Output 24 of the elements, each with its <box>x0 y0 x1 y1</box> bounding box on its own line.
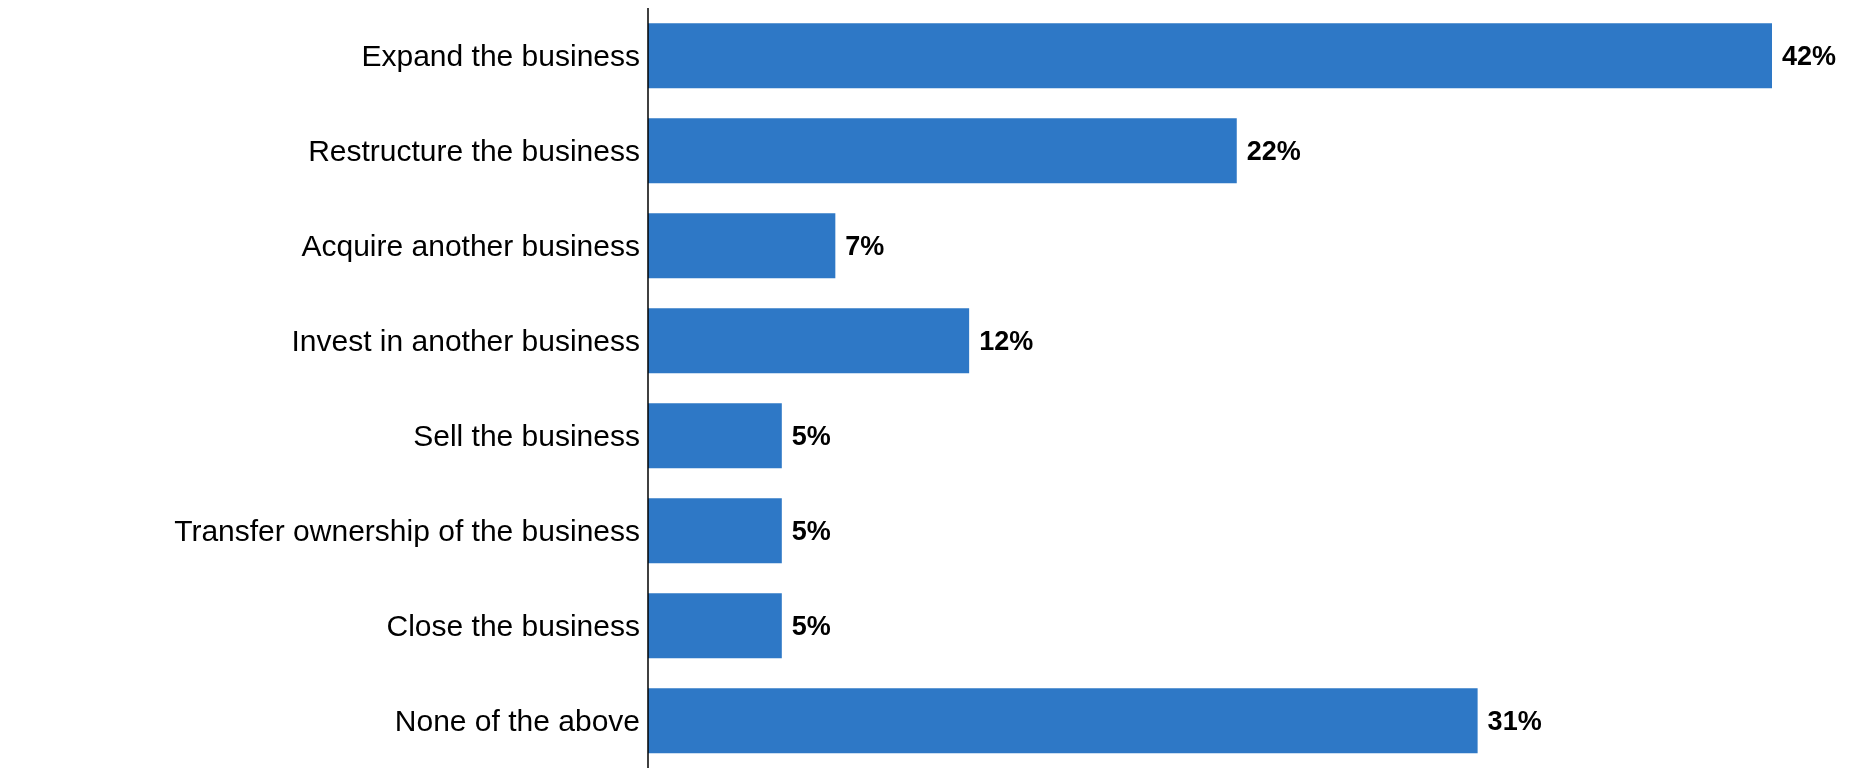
y-tick-label: Invest in another business <box>291 324 640 358</box>
data-label: 42% <box>1782 40 1837 71</box>
bar <box>648 213 836 279</box>
data-label: 12% <box>979 325 1034 356</box>
data-label: 5% <box>791 420 831 451</box>
bar <box>648 688 1478 754</box>
y-tick-label: Acquire another business <box>301 229 640 263</box>
data-label: 5% <box>791 610 831 641</box>
bar <box>648 593 782 659</box>
data-label: 5% <box>791 515 831 546</box>
y-tick-label: Sell the business <box>413 419 640 453</box>
data-label: 22% <box>1246 135 1301 166</box>
data-label: 31% <box>1487 705 1542 736</box>
y-tick-label: Restructure the business <box>308 134 640 168</box>
bar <box>648 118 1237 184</box>
bar <box>648 403 782 469</box>
bar <box>648 23 1772 89</box>
y-tick-label: Close the business <box>386 609 640 643</box>
bar <box>648 498 782 564</box>
y-tick-label: None of the above <box>394 704 640 738</box>
y-tick-label: Transfer ownership of the business <box>174 514 640 548</box>
bar <box>648 308 970 374</box>
data-label: 7% <box>845 230 885 261</box>
y-tick-label: Expand the business <box>361 39 640 73</box>
